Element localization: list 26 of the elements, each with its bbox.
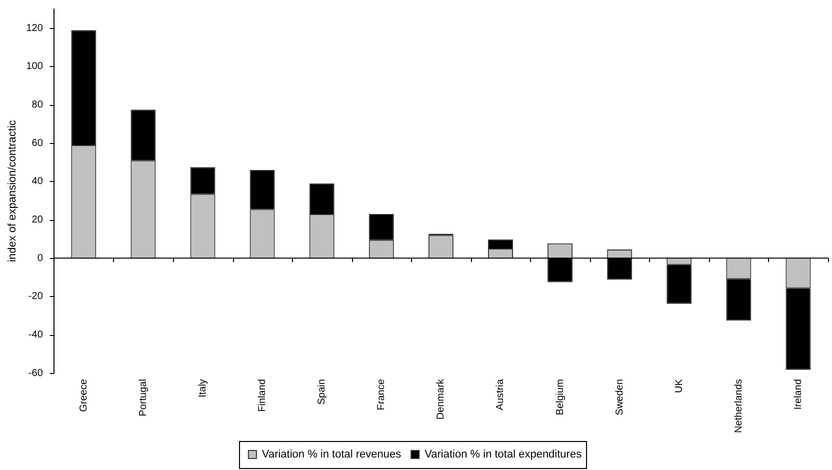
- y-tick-label: 0: [37, 252, 44, 264]
- y-tick-label: -20: [28, 291, 44, 302]
- y-tick-label: 20: [32, 214, 44, 226]
- x-tick-label: Denmark: [436, 378, 447, 420]
- y-tick-label: 60: [32, 138, 44, 149]
- x-tick-label: Italy: [198, 379, 209, 398]
- x-tick-label: Netherlands: [733, 379, 744, 433]
- legend-label: Variation % in total expenditures: [424, 448, 582, 461]
- y-tick-label: -60: [28, 368, 44, 379]
- x-tick-label: Ireland: [792, 379, 804, 410]
- y-tick-label: 120: [26, 22, 44, 34]
- legend-label: Variation % in total revenues: [262, 448, 402, 461]
- x-tick-label: Finland: [257, 379, 268, 412]
- y-tick-label: 80: [32, 100, 44, 111]
- x-tick-label: UK: [674, 378, 685, 393]
- x-tick-label: Belgium: [554, 379, 566, 416]
- y-tick-label: 40: [32, 176, 44, 188]
- y-axis-title: index of expansion/contractic: [6, 120, 19, 262]
- x-tick-label: Greece: [78, 378, 90, 412]
- x-tick-label: France: [376, 378, 388, 410]
- x-tick-label: Spain: [316, 379, 328, 405]
- x-tick-label: Austria: [495, 378, 506, 410]
- y-tick-label: 100: [26, 61, 44, 72]
- x-tick-label: Portugal: [138, 379, 149, 416]
- x-tick-label: Sweden: [614, 379, 626, 416]
- y-tick-label: -40: [28, 330, 44, 341]
